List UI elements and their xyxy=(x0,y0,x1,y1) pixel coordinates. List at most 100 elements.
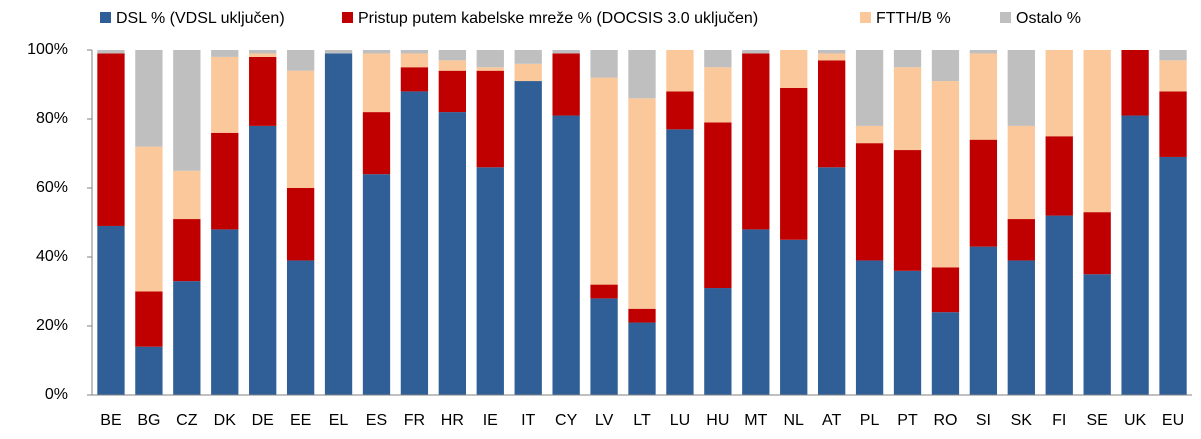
bar-segment xyxy=(1007,260,1035,395)
x-tick-label: AT xyxy=(822,412,841,429)
legend-label: FTTH/B % xyxy=(876,10,951,27)
bar-segment xyxy=(552,115,580,396)
bar-segment xyxy=(969,139,998,247)
bar-segment xyxy=(855,143,884,261)
bar-segment xyxy=(362,174,391,395)
bar-segment xyxy=(400,91,429,396)
x-tick-label: HR xyxy=(441,412,464,429)
x-tick-label: SK xyxy=(1011,412,1033,429)
bar-segment xyxy=(666,50,694,92)
bar-segment xyxy=(590,77,618,285)
x-tick-label: PT xyxy=(897,412,918,429)
x-tick-label: DK xyxy=(214,412,237,429)
x-tick-label: CY xyxy=(555,412,578,429)
bar-segment xyxy=(590,50,618,78)
bar-segment xyxy=(742,229,770,395)
bar-segment xyxy=(211,229,239,395)
bar-segment xyxy=(400,67,429,92)
x-tick-label: ES xyxy=(366,412,387,429)
bar-segment xyxy=(1045,136,1073,216)
bar-segment xyxy=(1007,125,1035,220)
bar-segment xyxy=(1083,50,1111,213)
bar-segment xyxy=(514,63,542,82)
bar-segment xyxy=(1083,274,1111,395)
bar-segment xyxy=(438,70,466,113)
bar-segment xyxy=(590,284,618,299)
bar-segment xyxy=(742,53,770,230)
bar-segment xyxy=(97,50,125,54)
bar-segment xyxy=(400,50,429,54)
legend-swatch xyxy=(860,12,871,23)
bar-segment xyxy=(476,50,504,68)
bar-segment xyxy=(286,70,315,188)
x-tick-label: FI xyxy=(1052,412,1066,429)
bar-segment xyxy=(931,267,960,313)
bar-segment xyxy=(969,53,998,140)
bar-segment xyxy=(931,50,960,82)
bar-segment xyxy=(135,346,163,395)
x-tick-label: HU xyxy=(706,412,729,429)
bar-segment xyxy=(818,50,846,54)
x-tick-label: EL xyxy=(329,412,349,429)
bar-segment xyxy=(438,112,466,395)
bar-segment xyxy=(362,53,391,113)
bar-segment xyxy=(249,50,277,54)
x-tick-label: FR xyxy=(404,412,425,429)
bar-segment xyxy=(742,50,770,54)
bar-segment xyxy=(969,246,998,395)
bar-segment xyxy=(211,56,239,133)
bar-segment xyxy=(438,60,466,71)
bar-segment xyxy=(893,67,922,151)
x-tick-label: BG xyxy=(137,412,160,429)
bar-segment xyxy=(249,56,277,126)
bar-segment xyxy=(931,312,960,395)
bar-segment xyxy=(704,67,732,123)
bar-segment xyxy=(590,298,618,395)
y-tick-label: 60% xyxy=(36,179,68,196)
bar-segment xyxy=(1159,60,1187,92)
bar-segment xyxy=(704,288,732,395)
x-tick-label: IE xyxy=(483,412,498,429)
bar-segment xyxy=(324,53,353,395)
legend-label: Ostalo % xyxy=(1016,10,1081,27)
bar-segment xyxy=(1007,50,1035,126)
x-tick-label: NL xyxy=(783,412,804,429)
bar-segment xyxy=(476,67,504,71)
bar-segment xyxy=(893,150,922,271)
bar-segment xyxy=(893,270,922,395)
bar-segment xyxy=(476,70,504,168)
bar-segment xyxy=(818,60,846,168)
bar-segment xyxy=(780,87,808,240)
bar-segment xyxy=(514,81,542,396)
bar-segment xyxy=(324,50,353,54)
bar-segment xyxy=(704,50,732,68)
bar-segment xyxy=(1159,156,1187,395)
bar-segment xyxy=(855,125,884,144)
legend-swatch xyxy=(100,12,111,23)
bar-segment xyxy=(362,50,391,54)
bar-segment xyxy=(514,50,542,64)
x-tick-label: DE xyxy=(252,412,274,429)
x-tick-label: MT xyxy=(744,412,767,429)
bar-segment xyxy=(666,129,694,395)
y-tick-label: 0% xyxy=(45,386,68,403)
bar-segment xyxy=(666,91,694,130)
x-tick-label: LV xyxy=(595,412,614,429)
bar-segment xyxy=(400,53,429,68)
bar-segment xyxy=(1007,219,1035,261)
bar-segment xyxy=(438,50,466,61)
y-tick-label: 100% xyxy=(27,41,68,58)
bar-segment xyxy=(628,98,656,309)
bar-segment xyxy=(135,50,163,147)
x-tick-label: EU xyxy=(1162,412,1184,429)
bar-segment xyxy=(704,122,732,289)
bar-segment xyxy=(1159,91,1187,157)
x-tick-label: PL xyxy=(860,412,880,429)
bar-segment xyxy=(249,125,277,396)
bar-segment xyxy=(362,112,391,175)
bar-segment xyxy=(1045,50,1073,137)
bar-segment xyxy=(1083,212,1111,275)
y-tick-label: 40% xyxy=(36,248,68,265)
bar-segment xyxy=(211,132,239,230)
